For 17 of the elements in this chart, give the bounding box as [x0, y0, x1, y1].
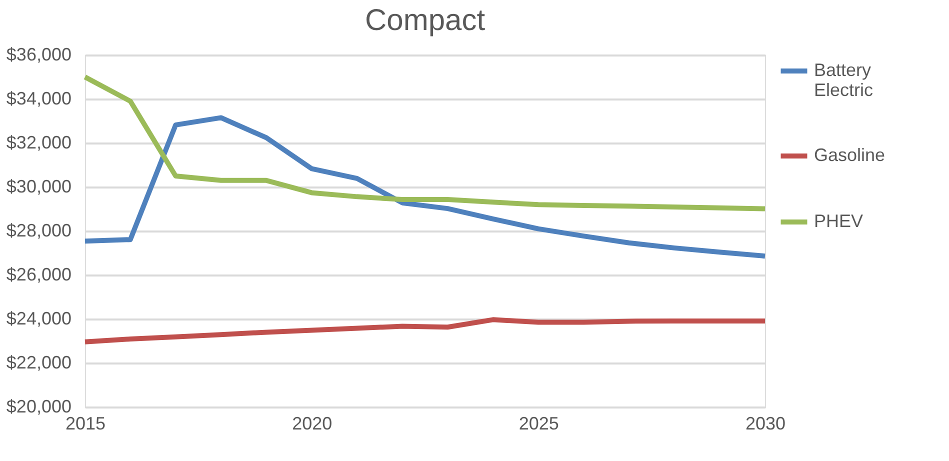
- x-tick-label: 2025: [518, 414, 559, 434]
- y-tick-label: $32,000: [6, 132, 72, 152]
- y-tick-label: $26,000: [6, 264, 72, 284]
- y-tick-label: $36,000: [6, 44, 72, 64]
- y-tick-label: $20,000: [6, 396, 72, 416]
- x-tick-label: 2030: [745, 414, 786, 434]
- chart-title: Compact: [364, 4, 486, 37]
- y-tick-label: $28,000: [6, 220, 72, 240]
- y-tick-label: $30,000: [6, 176, 72, 196]
- legend-label: Gasoline: [814, 145, 886, 165]
- x-tick-label: 2015: [65, 414, 106, 434]
- legend-label: PHEV: [814, 211, 864, 231]
- y-tick-label: $34,000: [6, 88, 72, 108]
- x-tick-label: 2020: [292, 414, 332, 434]
- y-tick-label: $24,000: [6, 308, 72, 328]
- y-tick-label: $22,000: [6, 352, 72, 372]
- legend-label: Battery Electric: [814, 60, 874, 100]
